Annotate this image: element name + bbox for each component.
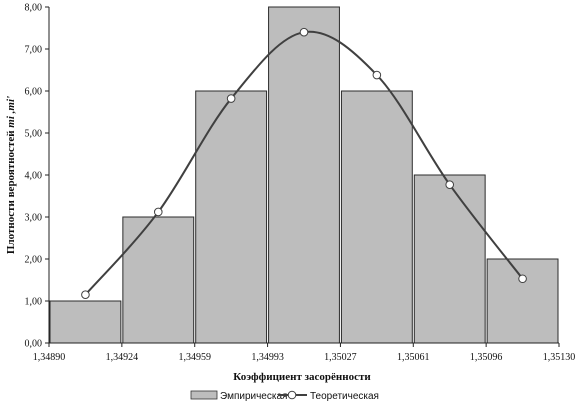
y-tick-label-4: 4,00 (25, 171, 43, 182)
bar-5 (413, 174, 486, 344)
y-axis-label: Плотности вероятностей mi ,mi' (5, 96, 17, 254)
theoretical-point-3 (299, 27, 309, 37)
y-tick-label-5: 5,00 (25, 129, 43, 140)
theoretical-point-6 (518, 274, 527, 284)
y-tick-label-8: 8,00 (25, 3, 43, 14)
bar-2 (195, 90, 268, 344)
legend-label-theoretical: Теоретическая (310, 391, 379, 402)
y-tick-label-0: 0,00 (25, 339, 43, 350)
x-tick-label-1: 1,34924 (106, 352, 139, 363)
y-tick-labels: 0,00 1,00 2,00 3,00 4,00 5,00 6,00 7,00 8,00 (25, 3, 49, 350)
bar-1 (122, 216, 195, 344)
y-tick-label-6: 6,00 (25, 87, 43, 98)
legend: Эмпирическая Теоретическая (190, 390, 379, 402)
theoretical-point-2 (226, 94, 236, 103)
x-tick-label-2: 1,34959 (178, 352, 211, 363)
legend-label-empirical: Эмпирическая (220, 391, 287, 402)
legend-swatch-empirical (190, 390, 218, 400)
x-tick-label-0: 1,34890 (33, 352, 66, 363)
theoretical-point-0 (81, 290, 90, 300)
y-tick-label-7: 7,00 (25, 45, 43, 56)
x-tick-label-4: 1,35027 (324, 352, 357, 363)
x-tick-label-7: 1,35130 (543, 352, 576, 363)
x-tick-label-5: 1,35061 (397, 352, 430, 363)
bar-4 (340, 90, 413, 344)
bar-6 (486, 258, 559, 344)
x-tick-label-6: 1,35096 (470, 352, 503, 363)
y-tick-label-1: 1,00 (25, 297, 43, 308)
theoretical-point-1 (153, 207, 163, 217)
theoretical-point-4 (372, 70, 382, 80)
x-axis-label: Коэффициент засорённости (233, 371, 371, 383)
theoretical-curve-layer (81, 27, 527, 300)
x-tick-label-3: 1,34993 (251, 352, 284, 363)
theoretical-point-5 (445, 180, 455, 189)
bar-3 (268, 6, 340, 344)
bar-0 (49, 300, 122, 344)
y-tick-label-3: 3,00 (25, 213, 43, 224)
bars (49, 6, 559, 344)
x-tick-labels: 1,34890 1,34924 1,34959 1,34993 1,35027 1,350… (33, 343, 576, 363)
legend-marker-theoretical (287, 390, 297, 400)
y-tick-label-2: 2,00 (25, 255, 43, 266)
